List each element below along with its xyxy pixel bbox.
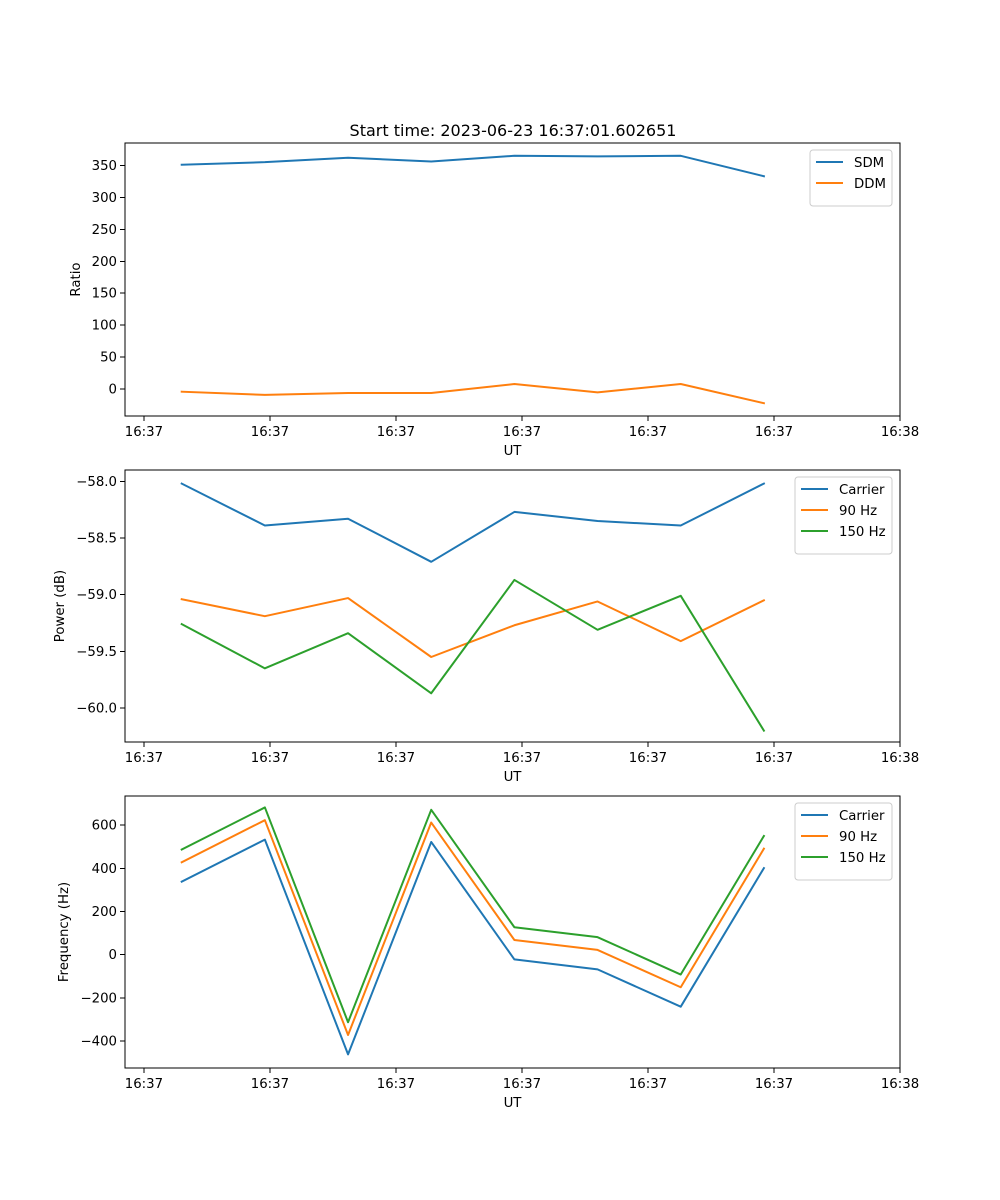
x-tick-label: 16:38 (881, 425, 919, 440)
axes-frame (124, 142, 901, 417)
x-tick-label: 16:37 (755, 425, 793, 440)
y-tick-label: 250 (92, 223, 117, 238)
legend-frame (794, 476, 893, 555)
x-axis-label: UT (504, 1096, 523, 1111)
x-axis-label: UT (504, 770, 523, 785)
legend: Carrier 90 Hz 150 Hz (794, 476, 893, 555)
series-line-carrier (180, 482, 766, 563)
y-tick-label: −59.0 (76, 588, 117, 603)
legend-entry-label: 150 Hz (839, 851, 886, 866)
legend-entry-label: 90 Hz (839, 830, 877, 845)
y-tick-label: −59.5 (76, 645, 117, 660)
y-tick-label: 0 (109, 383, 117, 398)
series-line-ddm (180, 383, 766, 405)
y-axis-label: Power (dB) (53, 570, 68, 642)
legend-entry-label: DDM (854, 177, 886, 192)
x-tick-label: 16:37 (629, 425, 667, 440)
y-tick-label: 150 (92, 287, 117, 302)
y-tick-label: −60.0 (76, 702, 117, 717)
series-line-90-hz (180, 597, 766, 658)
x-tick-label: 16:37 (125, 425, 163, 440)
legend-entry-label: 90 Hz (839, 504, 877, 519)
x-tick-label: 16:38 (881, 751, 919, 766)
x-tick-label: 16:37 (755, 751, 793, 766)
x-tick-label: 16:37 (755, 1077, 793, 1092)
x-tick-label: 16:37 (629, 1077, 667, 1092)
y-tick-label: −58.0 (76, 475, 117, 490)
legend-entry-label: Carrier (839, 809, 885, 824)
series-line-sdm (180, 154, 766, 178)
chart-panel-3: 16:37 16:37 16:37 16:37 16:37 16:37 16:38 −400 −… (57, 795, 919, 1111)
legend: Carrier 90 Hz 150 Hz (794, 802, 893, 881)
x-tick-label: 16:37 (125, 1077, 163, 1092)
y-tick-label: 600 (92, 819, 117, 834)
x-tick-label: 16:37 (125, 751, 163, 766)
y-tick-label: 200 (92, 255, 117, 270)
y-axis-label: Ratio (69, 262, 84, 296)
legend-frame (809, 149, 893, 207)
y-tick-label: 100 (92, 319, 117, 334)
legend-frame (794, 802, 893, 881)
x-tick-label: 16:38 (881, 1077, 919, 1092)
x-tick-label: 16:37 (251, 1077, 289, 1092)
y-axis-label: Frequency (Hz) (57, 882, 72, 982)
legend-entry-label: SDM (854, 156, 884, 171)
x-tick-label: 16:37 (503, 425, 541, 440)
axes-frame (124, 795, 901, 1069)
y-tick-label: 400 (92, 862, 117, 877)
x-axis-label: UT (504, 444, 523, 459)
series-line-90-hz (180, 819, 766, 1036)
x-tick-label: 16:37 (251, 751, 289, 766)
series-line-carrier (180, 838, 766, 1056)
series-line-150-hz (180, 578, 766, 733)
y-tick-label: 350 (92, 159, 117, 174)
axes-frame (124, 469, 901, 743)
legend-entry-label: Carrier (839, 483, 885, 498)
legend-entry-label: 150 Hz (839, 525, 886, 540)
x-tick-label: 16:37 (377, 425, 415, 440)
y-tick-label: 0 (109, 948, 117, 963)
y-tick-label: −200 (80, 991, 117, 1006)
chart-panel-1: 16:37 16:37 16:37 16:37 16:37 16:37 16:38 0 50 10… (69, 142, 919, 459)
y-tick-label: 300 (92, 191, 117, 206)
x-tick-label: 16:37 (377, 751, 415, 766)
y-tick-label: 50 (100, 351, 117, 366)
y-tick-label: −400 (80, 1035, 117, 1050)
x-tick-label: 16:37 (629, 751, 667, 766)
chart-panel-2: 16:37 16:37 16:37 16:37 16:37 16:37 16:38 −58.0… (53, 469, 919, 785)
y-tick-label: −58.5 (76, 532, 117, 547)
x-tick-label: 16:37 (377, 1077, 415, 1092)
legend: SDM DDM (809, 149, 893, 207)
x-tick-label: 16:37 (251, 425, 289, 440)
figure-title: Start time: 2023-06-23 16:37:01.602651 (350, 121, 677, 140)
x-tick-label: 16:37 (503, 1077, 541, 1092)
x-tick-label: 16:37 (503, 751, 541, 766)
y-tick-label: 200 (92, 905, 117, 920)
series-line-150-hz (180, 806, 766, 1024)
